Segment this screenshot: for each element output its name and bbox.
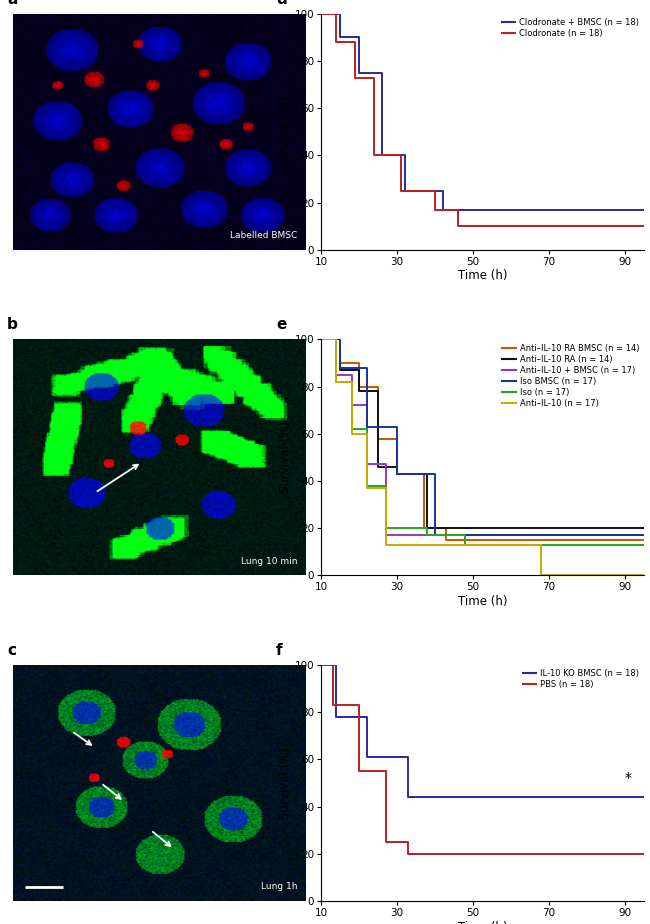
- Text: Lung 10 min: Lung 10 min: [240, 557, 297, 565]
- Text: e: e: [276, 317, 287, 333]
- Y-axis label: Survival (%): Survival (%): [279, 96, 292, 168]
- Text: Lung 1h: Lung 1h: [261, 882, 297, 892]
- Legend: Clodronate + BMSC (n = 18), Clodronate (n = 18): Clodronate + BMSC (n = 18), Clodronate (…: [499, 15, 643, 42]
- Legend: Anti–IL-10 RA BMSC (n = 14), Anti–IL-10 RA (n = 14), Anti–IL-10 + BMSC (n = 17),: Anti–IL-10 RA BMSC (n = 14), Anti–IL-10 …: [499, 340, 643, 411]
- Text: a: a: [7, 0, 18, 6]
- Text: f: f: [276, 643, 283, 658]
- Legend: IL-10 KO BMSC (n = 18), PBS (n = 18): IL-10 KO BMSC (n = 18), PBS (n = 18): [519, 666, 643, 693]
- Text: c: c: [7, 643, 16, 658]
- Text: Labelled BMSC: Labelled BMSC: [230, 231, 297, 240]
- X-axis label: Time (h): Time (h): [458, 270, 507, 283]
- Y-axis label: Survival (%): Survival (%): [279, 421, 292, 493]
- X-axis label: Time (h): Time (h): [458, 920, 507, 924]
- Text: *: *: [625, 772, 632, 785]
- Text: d: d: [276, 0, 287, 6]
- Y-axis label: Survival (%): Survival (%): [279, 747, 292, 819]
- X-axis label: Time (h): Time (h): [458, 595, 507, 608]
- Text: b: b: [7, 317, 18, 333]
